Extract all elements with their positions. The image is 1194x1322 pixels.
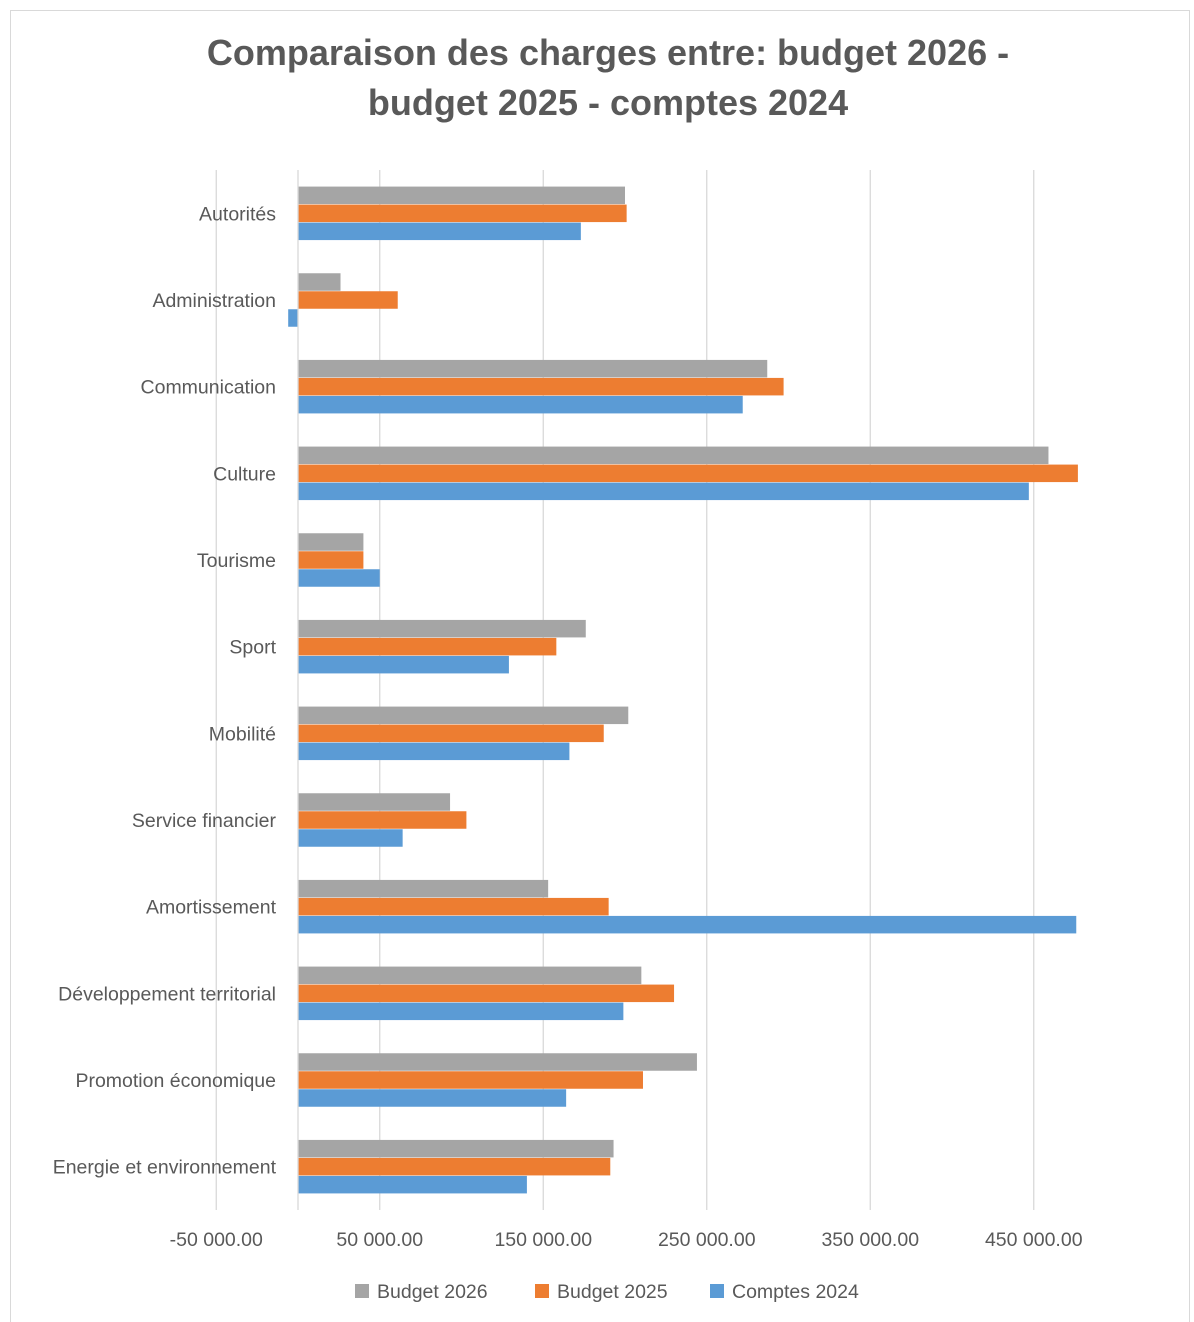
bar bbox=[298, 655, 509, 674]
category-label: Amortissement bbox=[146, 897, 277, 919]
legend-label: Comptes 2024 bbox=[732, 1281, 859, 1303]
tick-label: 150 000.00 bbox=[494, 1229, 592, 1251]
bar bbox=[298, 377, 784, 396]
bar bbox=[298, 724, 604, 743]
tick-label: 250 000.00 bbox=[658, 1229, 756, 1251]
bar bbox=[298, 1053, 697, 1071]
category-label: Communication bbox=[141, 377, 276, 399]
legend-label: Budget 2026 bbox=[377, 1281, 488, 1303]
bar bbox=[298, 533, 364, 551]
category-label: Administration bbox=[152, 290, 276, 312]
category-label: Culture bbox=[213, 463, 276, 485]
bar bbox=[298, 1071, 643, 1089]
legend: Budget 2026 Budget 2025 Comptes 2024 bbox=[355, 1281, 859, 1303]
bar bbox=[298, 446, 1049, 465]
bar bbox=[298, 1089, 567, 1107]
tick-label: 50 000.00 bbox=[336, 1229, 423, 1251]
category-label: Mobilité bbox=[209, 723, 276, 745]
category-label: Energie et environnement bbox=[53, 1157, 277, 1179]
bar bbox=[298, 879, 549, 898]
bar bbox=[298, 273, 341, 291]
bar bbox=[298, 482, 1029, 501]
bar bbox=[298, 464, 1078, 483]
bars bbox=[288, 186, 1078, 1194]
bar bbox=[298, 984, 675, 1003]
category-label: Tourisme bbox=[197, 550, 276, 572]
bar bbox=[288, 309, 298, 327]
category-label: Sport bbox=[229, 637, 276, 659]
bar bbox=[298, 222, 581, 241]
bar bbox=[298, 637, 557, 656]
bar bbox=[298, 811, 467, 829]
category-label: Promotion économique bbox=[75, 1070, 276, 1092]
bar bbox=[298, 291, 398, 309]
bar bbox=[298, 1175, 527, 1194]
bar bbox=[298, 829, 403, 847]
legend-swatch bbox=[535, 1284, 549, 1298]
bar bbox=[298, 706, 629, 725]
tick-label: 350 000.00 bbox=[821, 1229, 919, 1251]
legend-swatch bbox=[355, 1284, 369, 1298]
bar bbox=[298, 359, 768, 378]
category-label: Développement territorial bbox=[58, 983, 276, 1005]
bar bbox=[298, 966, 642, 985]
bar bbox=[298, 897, 609, 916]
bar bbox=[298, 915, 1077, 934]
bar bbox=[298, 619, 586, 638]
value-tick-labels: -50 000.00 50 000.00 150 000.00 250 000.00 3… bbox=[170, 1229, 1083, 1251]
bar bbox=[298, 204, 627, 223]
chart-title-line-1: Comparaison des charges entre: budget 20… bbox=[206, 32, 1010, 73]
bar bbox=[298, 569, 380, 587]
category-label: Autorités bbox=[199, 203, 276, 225]
bar bbox=[298, 793, 451, 811]
bar bbox=[298, 395, 743, 414]
legend-label: Budget 2025 bbox=[557, 1281, 668, 1303]
bar bbox=[298, 186, 625, 205]
chart-frame bbox=[10, 10, 1190, 1322]
tick-label: -50 000.00 bbox=[170, 1229, 263, 1251]
bar bbox=[298, 1157, 611, 1176]
tick-label: 450 000.00 bbox=[985, 1229, 1083, 1251]
bar bbox=[298, 1139, 614, 1158]
bar bbox=[298, 742, 570, 761]
bar bbox=[298, 1002, 624, 1021]
chart-title-line-2: budget 2025 - comptes 2024 bbox=[367, 82, 849, 123]
legend-swatch bbox=[710, 1284, 724, 1298]
bar bbox=[298, 551, 364, 569]
category-label: Service financier bbox=[132, 810, 277, 832]
category-labels: Autorités Administration Communication Cult… bbox=[53, 203, 277, 1178]
gridlines bbox=[215, 170, 1035, 1210]
chart-title: Comparaison des charges entre: budget 20… bbox=[0, 28, 1194, 128]
